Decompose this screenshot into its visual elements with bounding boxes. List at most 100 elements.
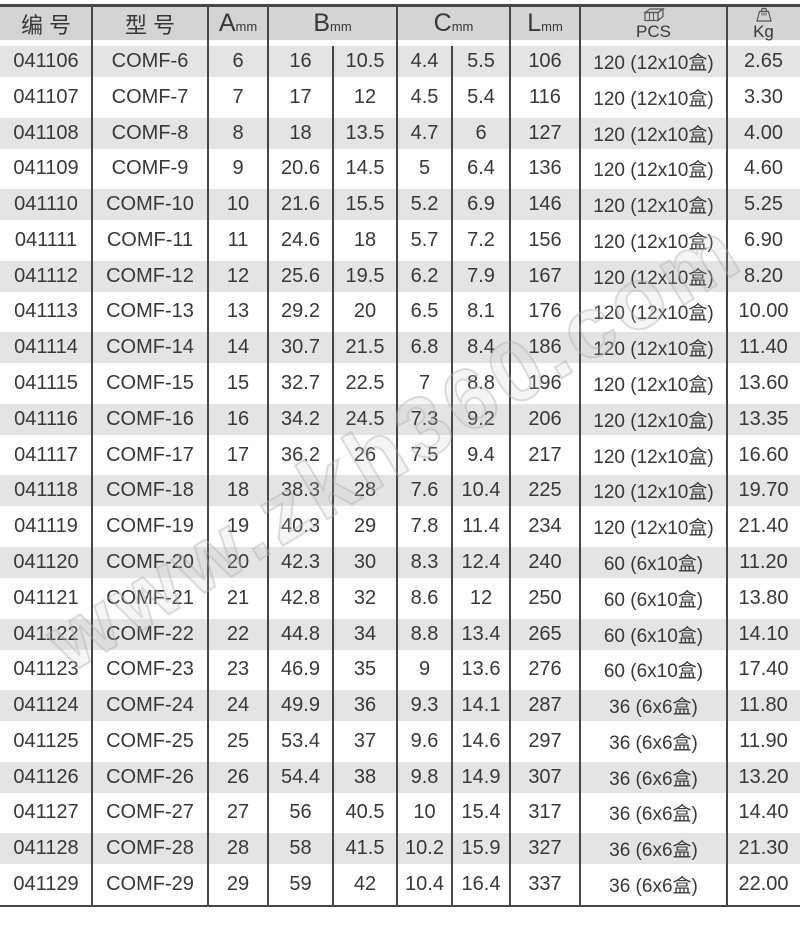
table-row: 041108 COMF-8 8 18 13.5 4.7 6 127 120 (12x10盒) 4.… — [0, 117, 800, 154]
cell-b_mm_1: 17 — [289, 85, 312, 108]
table-row: 041129 COMF-29 29 59 42 10.4 16.4 337 36 (6x6盒) 2… — [0, 869, 800, 905]
cell-c_mm_2: 8.4 — [467, 336, 495, 359]
cell-b_mm_1: 18 — [289, 121, 312, 144]
table-row: 041127 COMF-27 27 56 40.5 10 15.4 317 36 (6x6盒) 1… — [0, 797, 800, 833]
cell-l_mm: 156 — [528, 228, 562, 251]
cell-a_mm: 26 — [226, 765, 250, 788]
cell-a_mm: 27 — [226, 801, 250, 824]
table-row: 041109 COMF-9 9 20.6 14.5 5 6.4 136 120 (12x10盒)… — [0, 153, 800, 189]
cell-b_mm_2: 34 — [353, 622, 377, 645]
cell-kg: 11.40 — [739, 336, 788, 359]
cell-l_mm: 317 — [528, 801, 562, 824]
cell-code: 041110 — [14, 193, 78, 216]
cell-b_mm_1: 59 — [289, 872, 312, 895]
header-a-unit: mm — [235, 19, 258, 34]
table-row: 041112 COMF-12 12 25.6 19.5 6.2 7.9 167 120 (12x… — [0, 260, 800, 297]
cell-b_mm_2: 42 — [353, 872, 377, 895]
cell-code: 041109 — [13, 157, 79, 180]
cell-c_mm_2: 13.6 — [461, 658, 501, 681]
cell-l_mm: 327 — [528, 837, 562, 860]
cell-b_mm_2: 38 — [353, 765, 377, 788]
cell-kg: 19.70 — [738, 479, 789, 502]
cell-code: 041128 — [13, 837, 79, 860]
cell-pcs: 120 (12x10盒) — [593, 196, 714, 218]
cell-b_mm_1: 24.6 — [281, 228, 320, 251]
cell-c_mm_1: 5.2 — [410, 193, 439, 216]
cell-pcs: 120 (12x10盒) — [593, 375, 714, 397]
cell-model: COMF-12 — [106, 264, 194, 287]
cell-b_mm_2: 26 — [353, 443, 377, 466]
cell-c_mm_1: 6.2 — [410, 264, 439, 287]
cell-l_mm: 265 — [528, 622, 562, 645]
cell-a_mm: 21 — [226, 586, 250, 609]
cell-a_mm: 18 — [226, 479, 250, 502]
table-row: 041117 COMF-17 17 36.2 26 7.5 9.4 217 120 (12x10… — [0, 440, 800, 476]
table-row: 041125 COMF-25 25 53.4 37 9.6 14.6 297 36 (6x6盒)… — [0, 726, 800, 762]
table-row: 041114 COMF-14 14 30.7 21.5 6.8 8.4 186 120 (12x… — [0, 332, 800, 369]
cell-code: 041122 — [13, 622, 79, 645]
table-row: 041128 COMF-28 28 58 41.5 10.2 15.9 327 36 (6x6盒… — [0, 833, 800, 869]
cell-a_mm: 29 — [226, 872, 250, 895]
header-kg-label: Kg — [753, 22, 774, 41]
cell-b_mm_2: 22.5 — [345, 372, 385, 395]
cell-kg: 13.80 — [738, 586, 789, 609]
cell-pcs: 120 (12x10盒) — [593, 53, 714, 74]
table-row: 041110 COMF-10 10 21.6 15.5 5.2 6.9 146 120 (12x… — [0, 189, 800, 225]
cell-model: COMF-6 — [111, 50, 189, 72]
cell-code: 041119 — [14, 515, 78, 538]
header-model: 型 号 — [92, 7, 208, 40]
cell-b_mm_2: 35 — [353, 658, 377, 681]
cell-kg: 22.00 — [738, 872, 789, 895]
cell-code: 041116 — [14, 407, 78, 430]
cell-model: COMF-15 — [106, 372, 194, 395]
cell-b_mm_1: 30.7 — [281, 336, 320, 359]
cell-b_mm_2: 19.5 — [345, 264, 385, 287]
header-l-unit: mm — [541, 19, 563, 34]
cell-c_mm_1: 4.7 — [410, 121, 439, 144]
cell-c_mm_2: 14.9 — [461, 765, 501, 788]
cell-kg: 6.90 — [744, 228, 783, 251]
cell-b_mm_1: 38.3 — [281, 479, 320, 502]
cell-l_mm: 234 — [528, 515, 562, 538]
header-code: 编 号 — [0, 7, 92, 40]
cell-model: COMF-26 — [106, 765, 194, 788]
cell-b_mm_2: 14.5 — [345, 157, 385, 180]
cell-code: 041115 — [14, 372, 78, 395]
cell-c_mm_2: 8.1 — [467, 300, 495, 323]
table-row: 041107 COMF-7 7 17 12 4.5 5.4 116 120 (12x10盒) 3.… — [0, 82, 800, 118]
cell-kg: 4.00 — [744, 121, 783, 144]
cell-kg: 21.40 — [738, 515, 789, 538]
cell-c_mm_1: 8.3 — [410, 550, 439, 573]
cell-l_mm: 176 — [528, 300, 562, 323]
cell-c_mm_1: 6.5 — [410, 300, 439, 323]
cell-kg: 13.20 — [738, 765, 789, 788]
cell-kg: 10.00 — [738, 300, 789, 323]
cell-code: 041121 — [13, 586, 79, 609]
header-model-label: 型 号 — [124, 12, 176, 38]
cell-b_mm_1: 42.8 — [281, 586, 320, 609]
cell-c_mm_2: 9.2 — [467, 407, 495, 430]
cell-l_mm: 167 — [528, 264, 562, 287]
cell-kg: 17.40 — [738, 658, 789, 681]
cell-c_mm_2: 5.5 — [467, 50, 495, 72]
cell-kg: 13.60 — [738, 372, 789, 395]
cell-code: 041117 — [14, 443, 78, 466]
table-row: 041116 COMF-16 16 34.2 24.5 7.3 9.2 206 120 (12x… — [0, 403, 800, 440]
cell-b_mm_1: 49.9 — [281, 694, 320, 717]
cell-c_mm_1: 9.8 — [410, 765, 439, 788]
header-kg: Kg — [727, 7, 800, 40]
cell-c_mm_2: 5.4 — [467, 85, 495, 108]
cell-pcs: 120 (12x10盒) — [593, 410, 714, 432]
cell-model: COMF-19 — [106, 515, 194, 538]
cell-a_mm: 15 — [226, 372, 250, 395]
cell-b_mm_2: 29 — [353, 515, 377, 538]
cell-c_mm_1: 7.3 — [410, 407, 439, 430]
cell-model: COMF-9 — [111, 157, 189, 180]
cell-c_mm_1: 4.4 — [410, 50, 439, 72]
header-pcs-label: PCS — [636, 22, 671, 41]
table-row: 041120 COMF-20 20 42.3 30 8.3 12.4 240 60 (6x10盒… — [0, 546, 800, 583]
